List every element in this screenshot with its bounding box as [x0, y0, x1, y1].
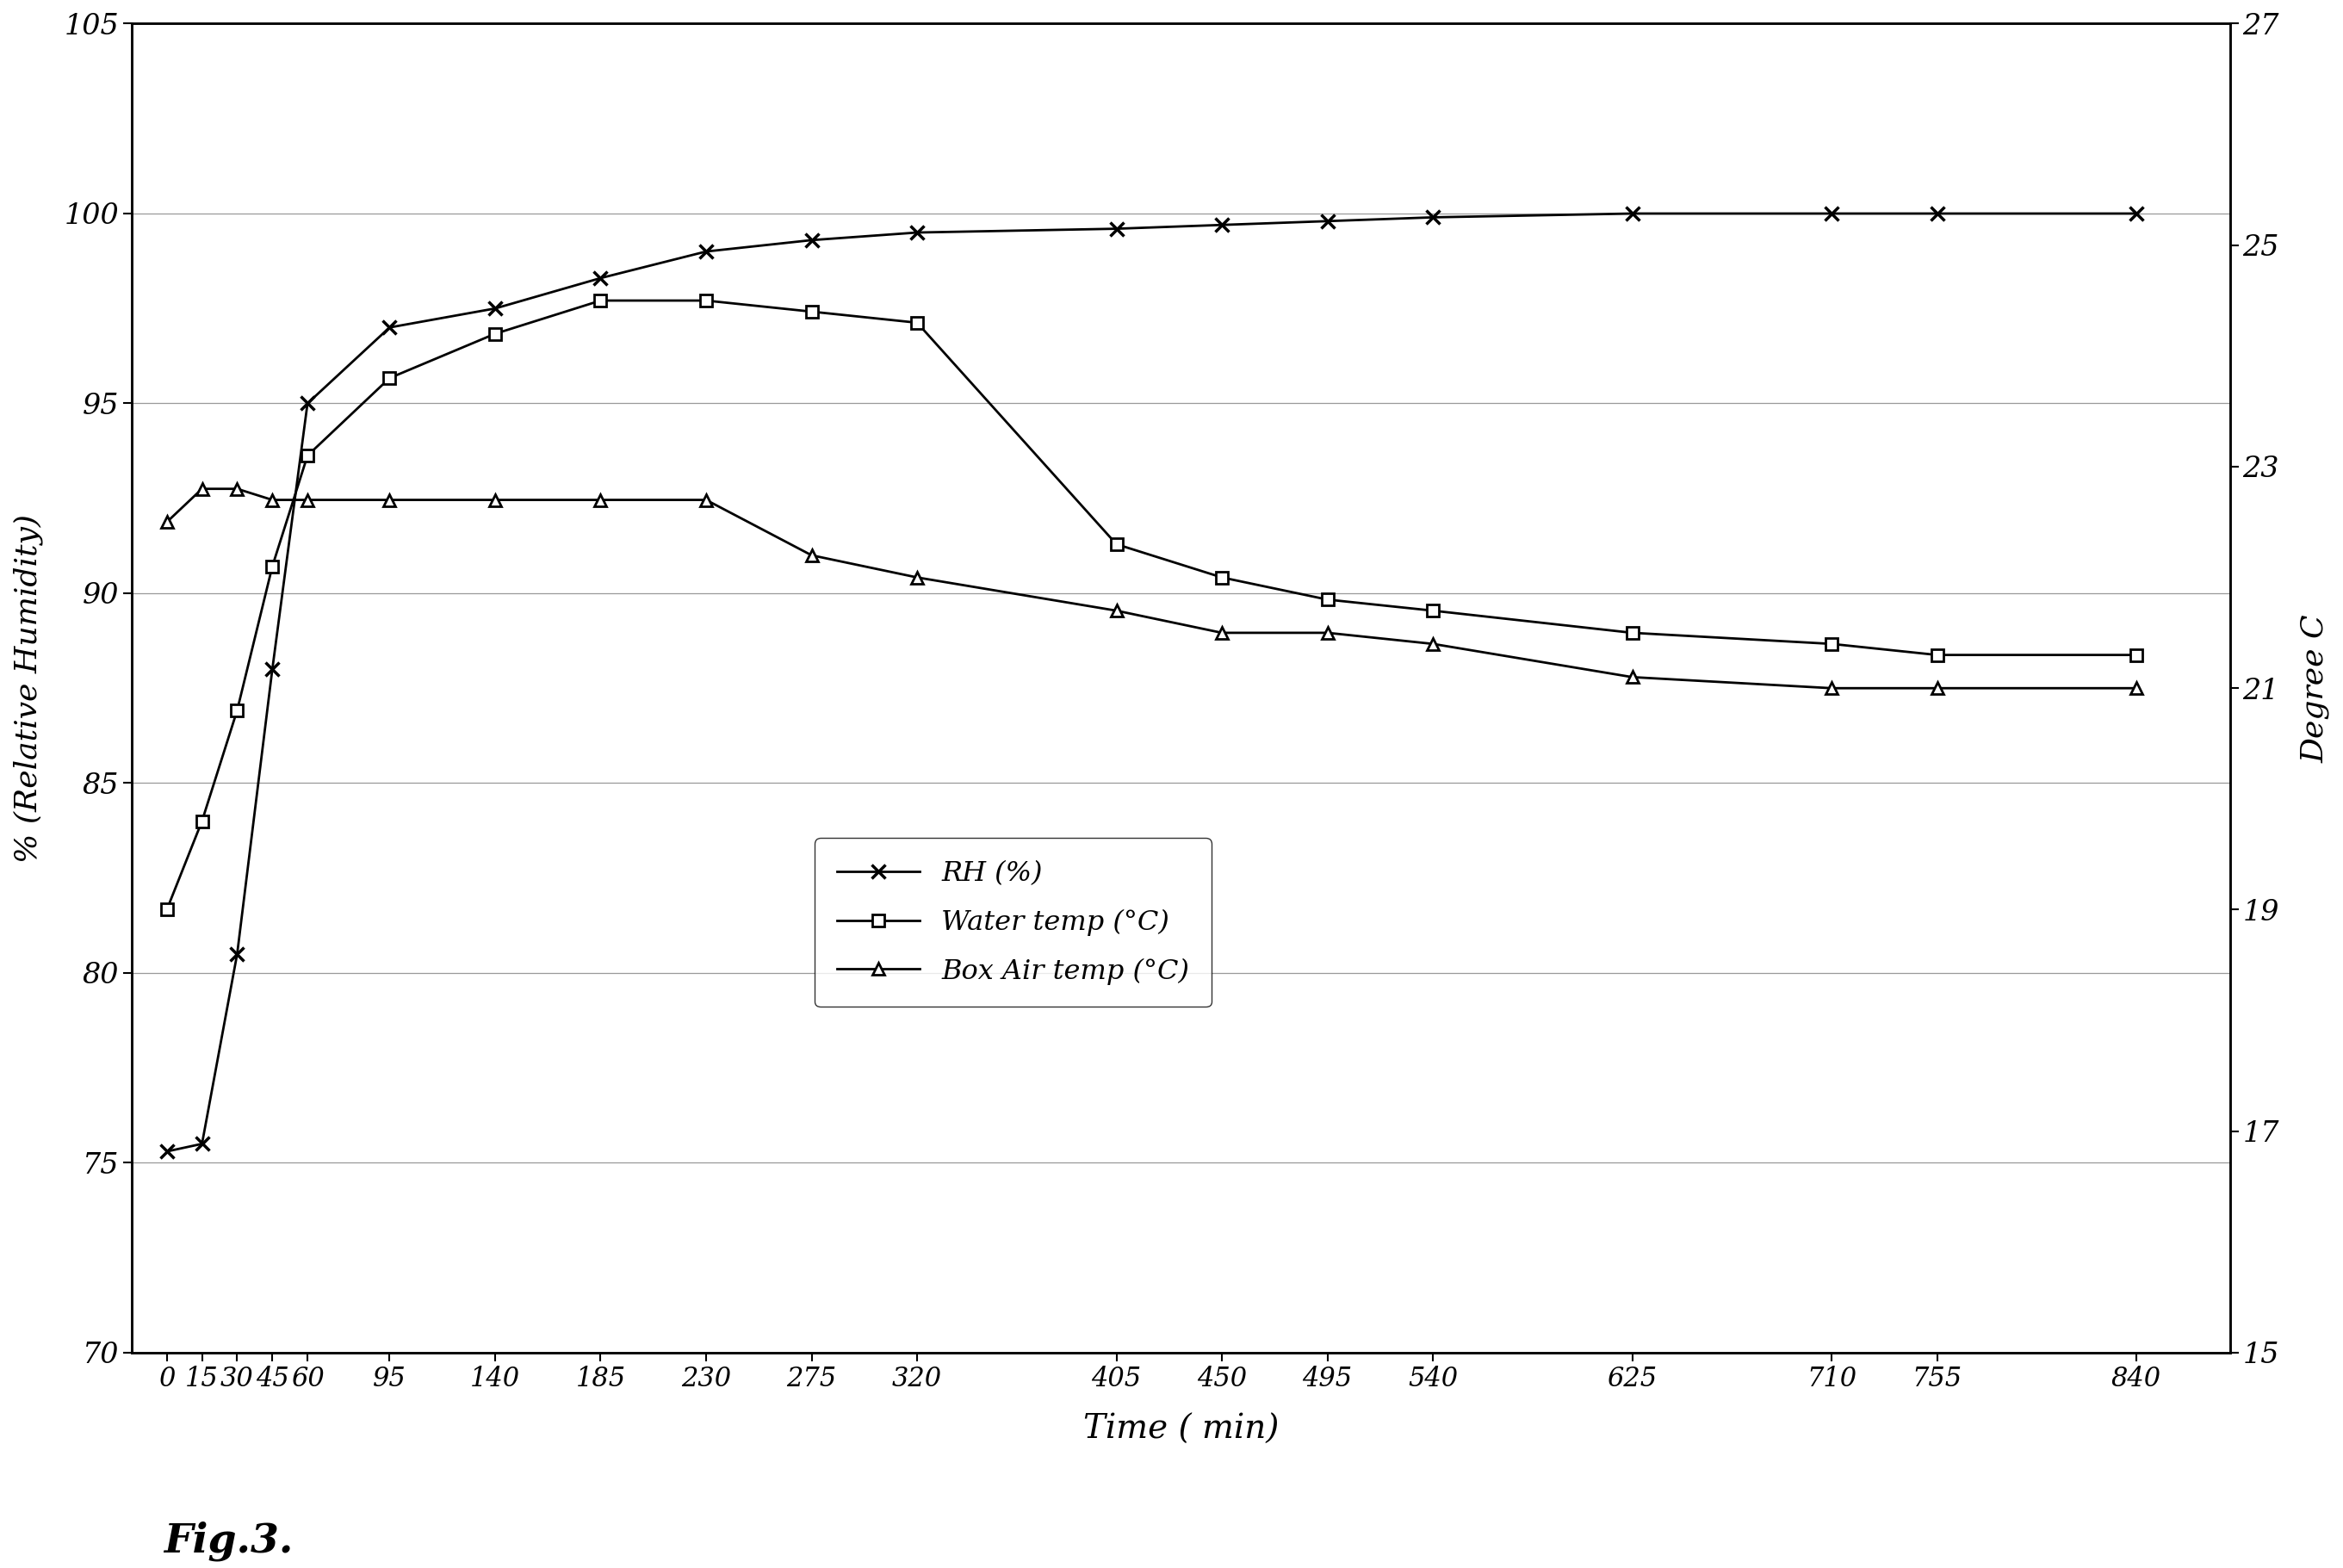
RH (%): [797, 230, 825, 249]
Water temp (°C): [902, 314, 930, 332]
Line: Box Air temp (°C): Box Air temp (°C): [162, 483, 2142, 695]
RH (%): [187, 1134, 216, 1152]
RH (%): [1924, 204, 1952, 223]
Box Air temp (°C): [902, 568, 930, 586]
Box Air temp (°C): [1420, 635, 1448, 654]
Y-axis label: % (Relative Humidity): % (Relative Humidity): [14, 514, 42, 862]
RH (%): [586, 268, 614, 287]
Water temp (°C): [480, 325, 508, 343]
RH (%): [691, 241, 719, 260]
Water temp (°C): [2123, 646, 2151, 665]
RH (%): [480, 299, 508, 318]
Water temp (°C): [586, 292, 614, 310]
Water temp (°C): [1924, 646, 1952, 665]
RH (%): [293, 394, 321, 412]
Water temp (°C): [797, 303, 825, 321]
RH (%): [375, 318, 403, 337]
Box Air temp (°C): [1818, 679, 1846, 698]
Water temp (°C): [1818, 635, 1846, 654]
Text: Fig.3.: Fig.3.: [164, 1521, 293, 1562]
Water temp (°C): [691, 292, 719, 310]
Box Air temp (°C): [1619, 668, 1647, 687]
Water temp (°C): [1420, 601, 1448, 619]
Box Air temp (°C): [1924, 679, 1952, 698]
Box Air temp (°C): [797, 546, 825, 564]
Box Air temp (°C): [691, 491, 719, 510]
Box Air temp (°C): [1101, 601, 1129, 619]
Box Air temp (°C): [2123, 679, 2151, 698]
Water temp (°C): [223, 701, 251, 720]
RH (%): [1818, 204, 1846, 223]
Box Air temp (°C): [152, 513, 180, 532]
Box Air temp (°C): [293, 491, 321, 510]
RH (%): [1209, 215, 1237, 234]
Water temp (°C): [375, 368, 403, 387]
Legend: RH (%), Water temp (°C), Box Air temp (°C): RH (%), Water temp (°C), Box Air temp (°…: [815, 839, 1211, 1007]
RH (%): [2123, 204, 2151, 223]
RH (%): [223, 944, 251, 963]
Box Air temp (°C): [480, 491, 508, 510]
Line: Water temp (°C): Water temp (°C): [162, 295, 2142, 916]
Box Air temp (°C): [223, 480, 251, 499]
Box Air temp (°C): [187, 480, 216, 499]
Box Air temp (°C): [375, 491, 403, 510]
Water temp (°C): [1619, 624, 1647, 643]
RH (%): [152, 1142, 180, 1160]
Line: RH (%): RH (%): [159, 207, 2144, 1159]
RH (%): [1619, 204, 1647, 223]
Water temp (°C): [187, 812, 216, 831]
Water temp (°C): [293, 447, 321, 466]
Water temp (°C): [1314, 590, 1343, 608]
RH (%): [1420, 209, 1448, 227]
Box Air temp (°C): [1209, 624, 1237, 643]
RH (%): [1314, 212, 1343, 230]
Water temp (°C): [1101, 535, 1129, 554]
RH (%): [1101, 220, 1129, 238]
Water temp (°C): [1209, 568, 1237, 586]
Box Air temp (°C): [586, 491, 614, 510]
Water temp (°C): [258, 557, 286, 575]
Y-axis label: Degree C: Degree C: [2301, 613, 2329, 762]
Water temp (°C): [152, 900, 180, 919]
RH (%): [902, 223, 930, 241]
Box Air temp (°C): [1314, 624, 1343, 643]
RH (%): [258, 660, 286, 679]
Box Air temp (°C): [258, 491, 286, 510]
X-axis label: Time ( min): Time ( min): [1082, 1413, 1279, 1446]
